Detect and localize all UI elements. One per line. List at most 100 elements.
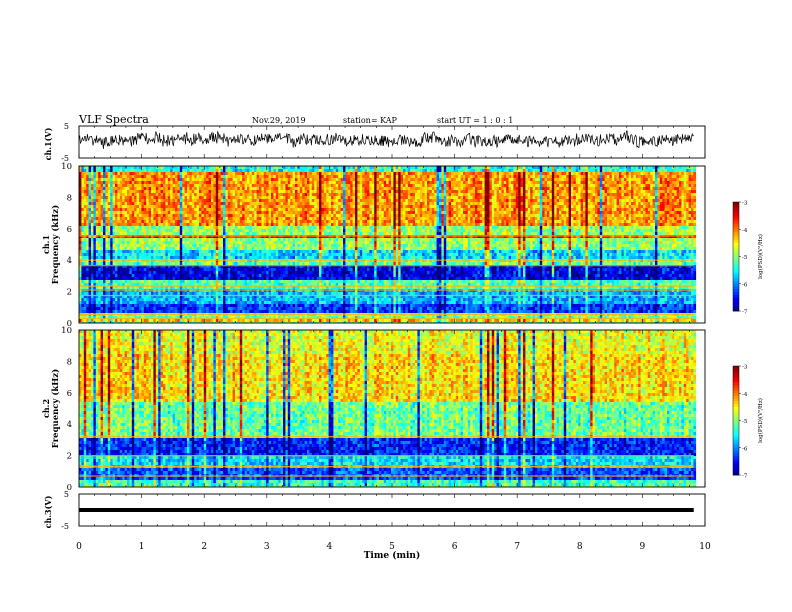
ch1-colorbar-swatch	[733, 264, 739, 268]
ch1-waveform-trace	[78, 130, 694, 149]
ch1-spectrogram-ytick-label: 2	[67, 288, 72, 298]
ch2-spectrogram-ytick-label: 10	[61, 326, 72, 336]
ch1-colorbar-swatch	[733, 261, 739, 266]
ch2-colorbar-swatch	[733, 469, 739, 473]
ch2-colorbar-swatch	[733, 453, 739, 457]
ch2-colorbar-swatch	[733, 425, 739, 430]
figure-station: station= KAP	[343, 116, 398, 125]
ch1-waveform-panel: 5 -5 ch.1(V)	[43, 122, 706, 163]
ch2-colorbar-swatch	[733, 390, 739, 394]
time-axis-tick-label: 8	[577, 542, 583, 552]
ch1-colorbar-swatch	[733, 283, 739, 287]
ch1-spectrogram-channel-label: ch.1	[41, 235, 51, 254]
ch1-colorbar-swatch	[733, 215, 739, 219]
ch2-colorbar-swatch	[733, 385, 739, 389]
ch1-colorbar-swatch	[733, 245, 739, 249]
ch2-colorbar-swatch	[733, 379, 739, 383]
ch2-colorbar-swatch	[733, 450, 739, 454]
ch1-colorbar: -3 -4 -5 -6 -7 log(PSD)(V²/Hz)	[732, 201, 764, 316]
time-axis-tick-label: 1	[139, 542, 145, 552]
ch2-spectrogram-ytick-label: 0	[67, 483, 72, 493]
ch2-colorbar-swatch	[733, 366, 739, 370]
ch2-colorbar-swatch	[733, 395, 739, 400]
ch1-colorbar-swatch	[733, 281, 739, 285]
ch1-colorbar-swatch	[733, 272, 739, 276]
ch1-colorbar-swatch	[733, 231, 739, 236]
ch2-colorbar-swatch	[733, 428, 739, 432]
time-axis-tick-label: 0	[76, 542, 82, 552]
ch1-colorbar-swatch	[733, 259, 739, 263]
ch1-colorbar-swatch	[733, 226, 739, 230]
ch1-colorbar-tick-label: -7	[742, 310, 748, 316]
ch1-colorbar-swatch	[733, 207, 739, 211]
ch1-colorbar-swatch	[733, 242, 739, 246]
time-axis-tick-label: 7	[514, 542, 520, 552]
ch3-ytick-label: 5	[64, 490, 69, 499]
ch1-ytick-label: 5	[64, 122, 69, 131]
ch2-colorbar-swatch	[733, 455, 739, 460]
time-axis-tick-label: 5	[389, 542, 395, 552]
ch1-colorbar-swatch	[733, 270, 739, 274]
ch2-colorbar-swatch	[733, 401, 739, 405]
ch2-spectrogram-ytick-label: 2	[67, 452, 72, 462]
ch1-colorbar-swatch	[733, 256, 739, 260]
ch2-colorbar-label: log(PSD)(V²/Hz)	[757, 398, 764, 443]
ch1-colorbar-swatch	[733, 229, 739, 233]
ch2-colorbar-swatch	[733, 466, 739, 470]
ch2-colorbar-swatch	[733, 415, 739, 419]
ch1-colorbar-swatch	[733, 286, 739, 290]
ch1-colorbar-swatch	[733, 305, 739, 309]
ch1-colorbar-tick-label: -4	[742, 228, 748, 234]
ch2-colorbar-tick-label: -4	[742, 392, 748, 398]
ch2-spectrogram-ytick-label: 4	[67, 420, 72, 430]
ch1-colorbar-swatch	[733, 240, 739, 244]
ch1-spectrogram-ytick-label: 6	[67, 225, 72, 235]
ch2-colorbar-swatch	[733, 464, 739, 468]
time-axis-tick-label: 9	[640, 542, 646, 552]
ch1-spectrogram-ytick-label: 4	[67, 256, 72, 266]
ch1-colorbar-swatch	[733, 300, 739, 304]
ch2-colorbar-swatch	[733, 409, 739, 413]
ch1-colorbar-swatch	[733, 302, 739, 306]
ch1-colorbar-swatch	[733, 202, 739, 206]
ch2-colorbar-swatch	[733, 423, 739, 427]
ch2-colorbar-swatch	[733, 472, 739, 476]
ch2-colorbar-swatch	[733, 387, 739, 391]
ch1-colorbar-swatch	[733, 204, 739, 208]
figure-header: VLF Spectra Nov.29, 2019 station= KAP st…	[78, 113, 513, 126]
ch3-signal-ylabel: ch.3(V)	[43, 495, 53, 528]
ch1-colorbar-swatch	[733, 210, 739, 214]
ch2-colorbar-swatch	[733, 431, 739, 435]
time-axis-tick-label: 4	[327, 542, 333, 552]
ch2-colorbar-swatch	[733, 434, 739, 438]
ch2-spectrogram-panel: 0 2 4 6 8 10 ch.2 Frequency (kHz)	[41, 326, 706, 493]
ch2-colorbar-swatch	[733, 442, 739, 446]
ch1-colorbar-swatch	[733, 253, 739, 257]
ch2-colorbar-swatch	[733, 417, 739, 421]
ch1-colorbar-label: log(PSD)(V²/Hz)	[757, 234, 764, 279]
ch1-colorbar-swatch	[733, 278, 739, 282]
ch2-spectrogram-heatmap	[79, 330, 697, 488]
ch1-colorbar-swatch	[733, 237, 739, 241]
ch2-colorbar-swatch	[733, 447, 739, 451]
ch2-colorbar-swatch	[733, 398, 739, 402]
ch2-colorbar-swatch	[733, 412, 739, 416]
ch3-signal-panel: 5 -5 ch.3(V) 0 1 2 3 4 5 6 7 8 9 10 Time (min)	[43, 490, 711, 561]
ch2-colorbar-tick-label: -7	[742, 474, 748, 480]
ch1-colorbar-swatch	[733, 218, 739, 222]
time-axis-tick-label: 10	[699, 542, 711, 552]
ch2-colorbar-swatch	[733, 404, 739, 408]
ch1-spectrogram-panel: 0 2 4 6 8 10 ch.1 Frequency (kHz)	[41, 162, 706, 329]
ch1-spectrogram-ytick-label: 10	[61, 162, 72, 172]
ch1-ytick-label: -5	[61, 154, 69, 163]
ch1-spectrogram-ytick-label: 0	[67, 319, 72, 329]
time-axis-tick-label: 2	[201, 542, 207, 552]
ch1-spectrogram-heatmap	[79, 166, 697, 324]
ch1-waveform-ylabel: ch.1(V)	[43, 127, 53, 160]
ch2-colorbar-swatch	[733, 368, 739, 372]
ch2-colorbar-tick-label: -6	[742, 446, 748, 452]
ch1-colorbar-swatch	[733, 291, 739, 296]
ch2-spectrogram-ytick-label: 8	[67, 357, 72, 367]
ch1-colorbar-swatch	[733, 234, 739, 238]
